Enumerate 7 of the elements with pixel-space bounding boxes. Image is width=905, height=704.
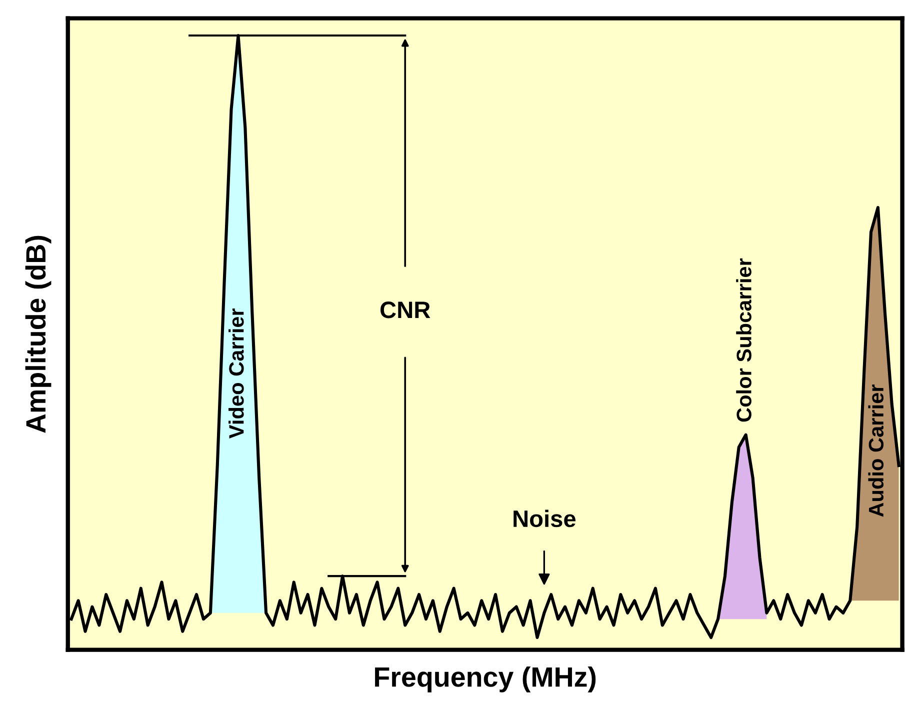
- series-label: Audio Carrier: [868, 384, 884, 517]
- y-axis-title: Amplitude (dB): [25, 236, 52, 433]
- text: Color Subcarrier: [736, 258, 752, 422]
- x-axis-title: Frequency (MHz): [375, 666, 596, 692]
- annotation: CNR: [380, 302, 430, 318]
- series-label: Video Carrier: [228, 308, 244, 438]
- annotation: Noise: [514, 510, 576, 528]
